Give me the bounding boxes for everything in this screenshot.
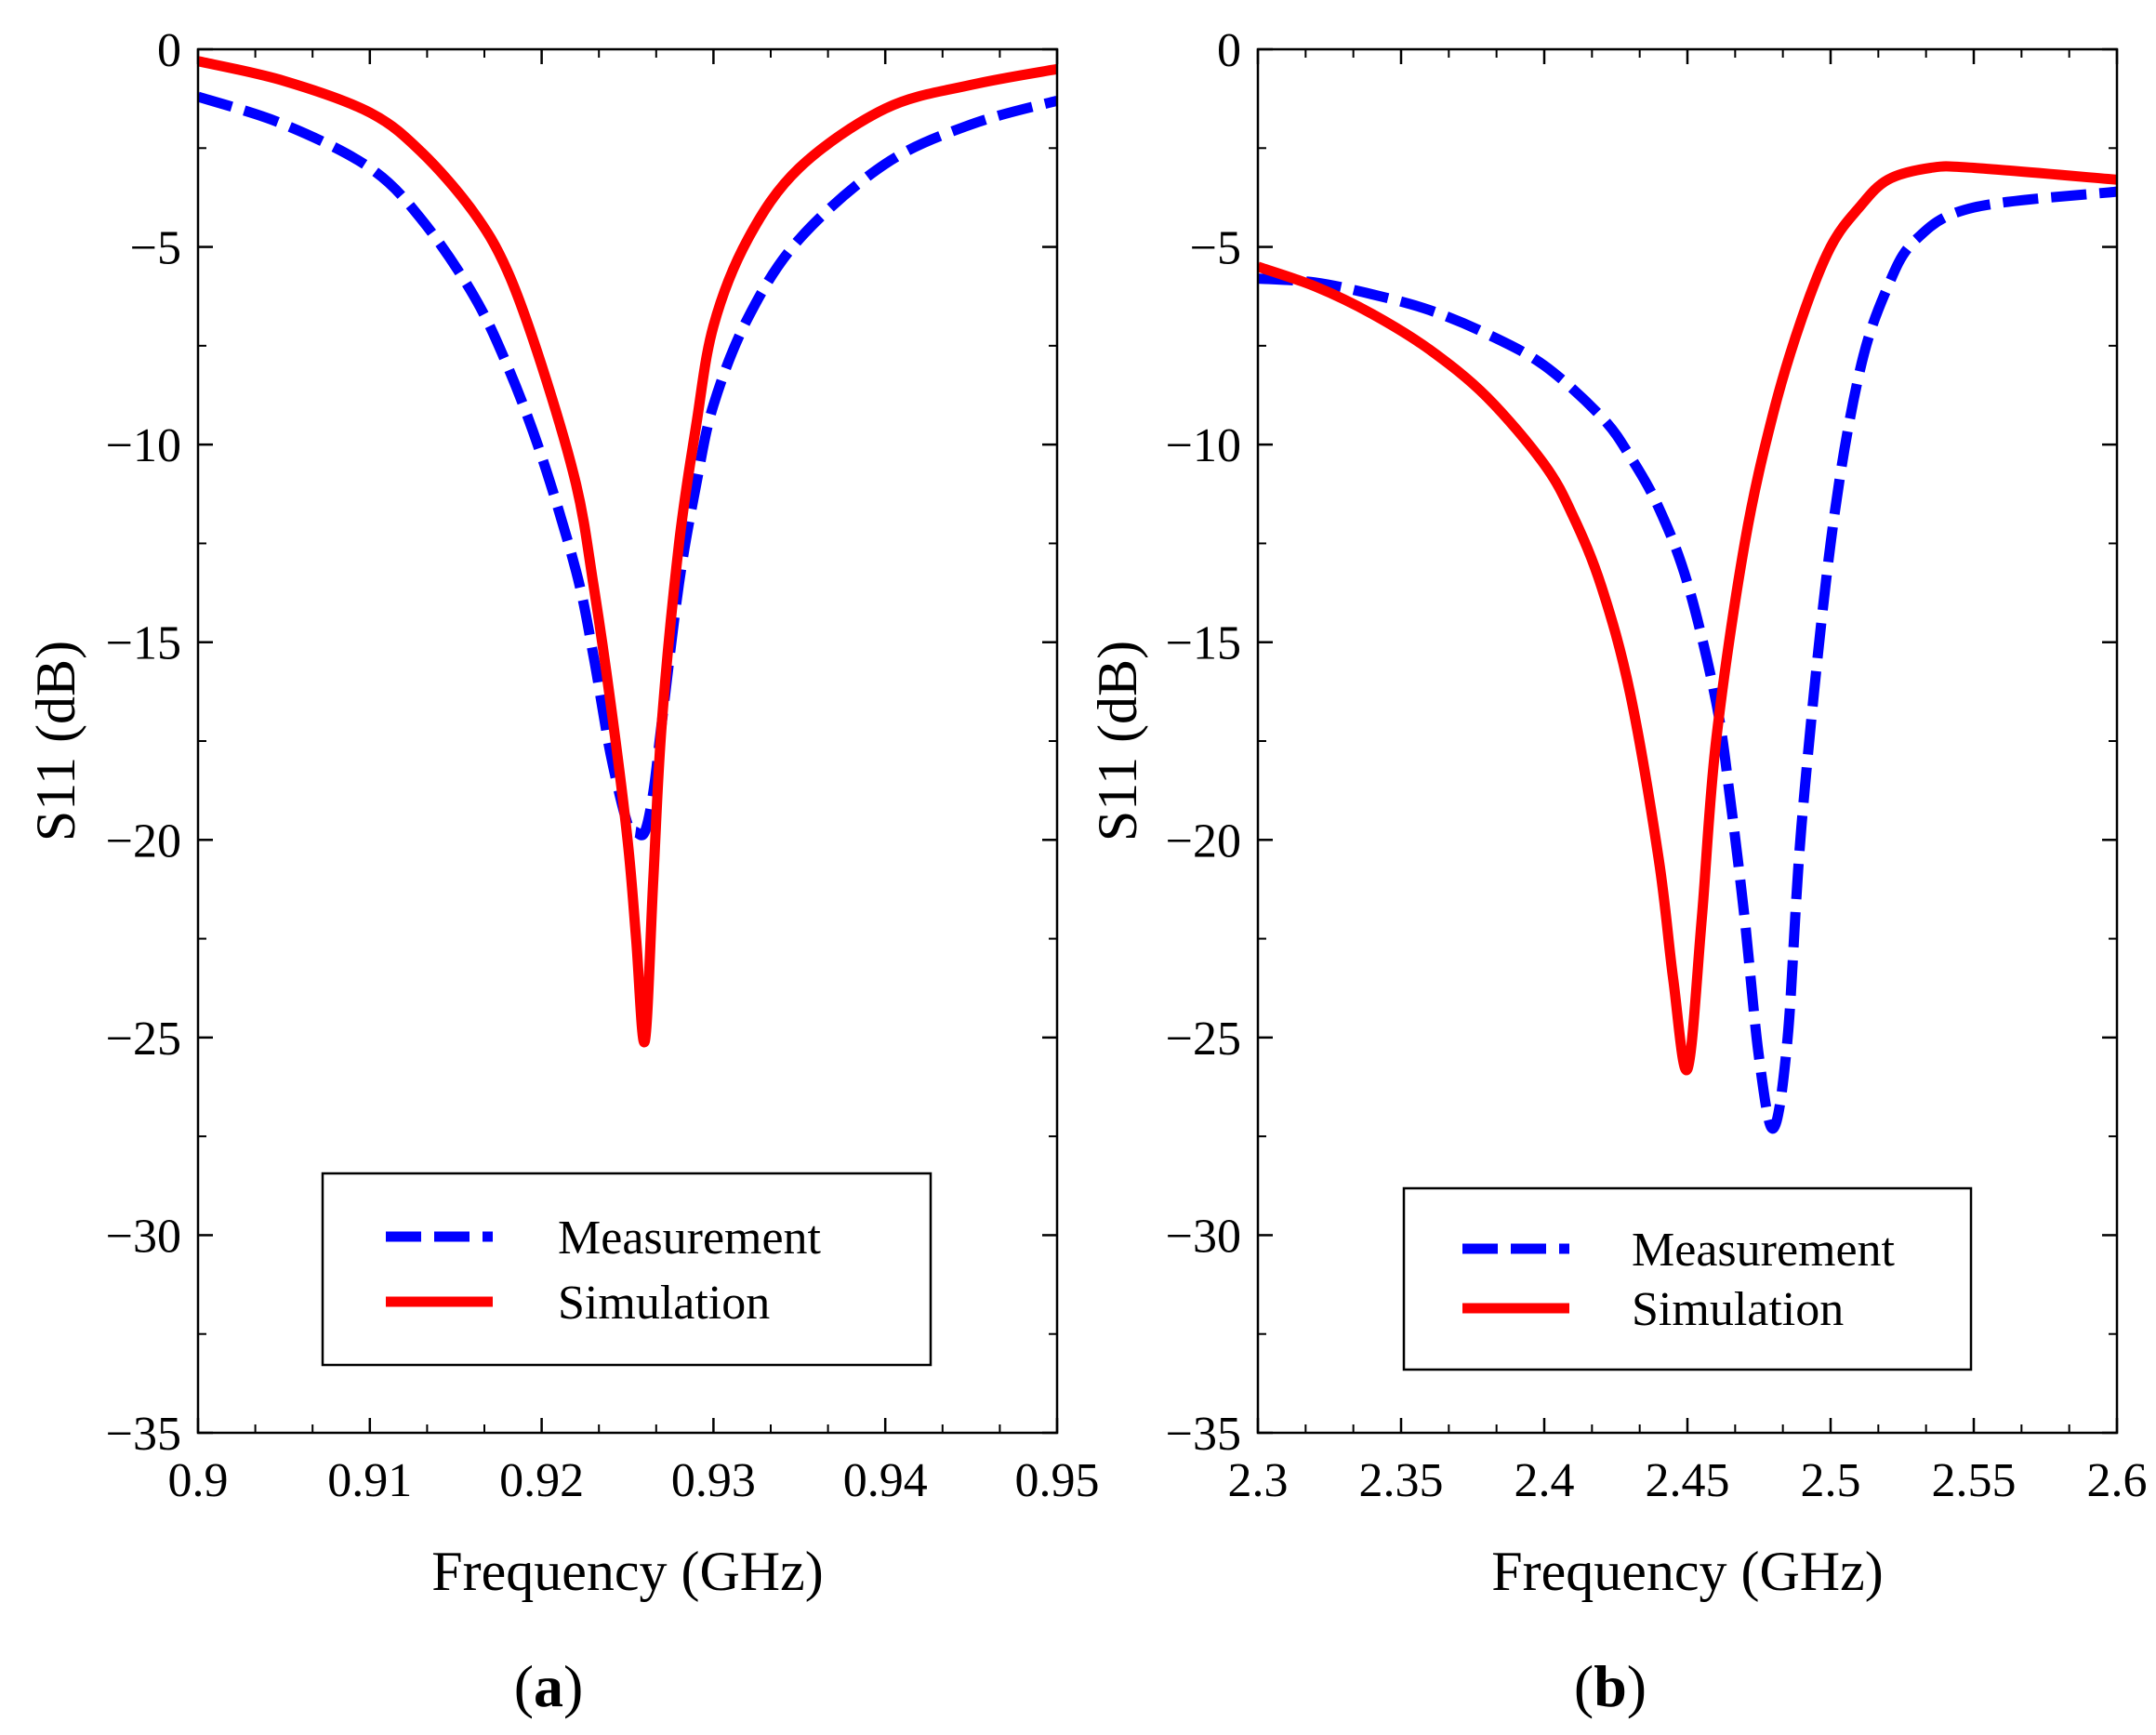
y-tick-label: −30 [1166, 1210, 1241, 1263]
x-tick-label: 0.93 [671, 1454, 756, 1507]
x-tick-label: 0.95 [1015, 1454, 1100, 1507]
x-tick-label: 0.9 [168, 1454, 229, 1507]
y-tick-label: 0 [1217, 24, 1241, 77]
x-tick-label: 2.6 [2087, 1454, 2148, 1507]
x-tick-label: 0.91 [327, 1454, 412, 1507]
legend-label-simulation-b: Simulation [1632, 1283, 1844, 1336]
legend-a: Measurement Simulation [321, 1172, 933, 1367]
tick-labels-a: 0.9 0.91 0.92 0.93 0.94 0.95 0 −5 −10 −15 −20 −25 −3… [106, 24, 1100, 1507]
plot-frame-a [196, 47, 1059, 1435]
panel-label-b: (b) [1574, 1653, 1647, 1719]
y-tick-label: −10 [1166, 419, 1241, 472]
x-tick-label: 2.45 [1646, 1454, 1730, 1507]
chart-panel-a: 0.9 0.91 0.92 0.93 0.94 0.95 0 −5 −10 −15 −20 −25 −3… [25, 24, 1100, 1719]
series-line-measurement-a [198, 91, 1057, 841]
y-tick-label: −35 [1166, 1408, 1241, 1461]
legend-label-measurement-b: Measurement [1632, 1224, 1896, 1277]
x-tick-label: 2.4 [1514, 1454, 1575, 1507]
y-tick-label: −5 [130, 222, 181, 275]
legend-b: Measurement Simulation [1402, 1186, 1973, 1371]
y-tick-label: −10 [106, 419, 181, 472]
x-axis-label-a: Frequency (GHz) [431, 1541, 824, 1602]
tick-labels-b: 2.3 2.35 2.4 2.45 2.5 2.55 2.6 0 −5 −10 −15 −20 −25 −… [1166, 24, 2148, 1507]
x-tick-label: 2.55 [1932, 1454, 2017, 1507]
legend-box-a [321, 1172, 933, 1367]
y-tick-label: −20 [1166, 815, 1241, 868]
legend-label-measurement-a: Measurement [558, 1212, 822, 1265]
y-tick-label: −5 [1190, 222, 1241, 275]
y-tick-label: 0 [157, 24, 181, 77]
series-layer-a [198, 56, 1057, 1048]
y-tick-label: −15 [106, 617, 181, 670]
series-layer-b [1258, 161, 2117, 1134]
y-tick-label: −20 [106, 815, 181, 868]
x-tick-label: 2.3 [1228, 1454, 1289, 1507]
y-tick-label: −25 [106, 1013, 181, 1066]
chart-panel-b: 2.3 2.35 2.4 2.45 2.5 2.55 2.6 0 −5 −10 −15 −20 −25 −… [1087, 24, 2148, 1719]
x-tick-label: 0.94 [843, 1454, 928, 1507]
legend-label-simulation-a: Simulation [558, 1277, 770, 1330]
series-line-simulation-b [1258, 161, 2117, 1076]
x-tick-label: 0.92 [499, 1454, 584, 1507]
y-tick-label: −15 [1166, 617, 1241, 670]
y-tick-label: −35 [106, 1408, 181, 1461]
y-tick-label: −30 [106, 1210, 181, 1263]
y-axis-label-b: S11 (dB) [1087, 641, 1148, 841]
y-tick-label: −25 [1166, 1013, 1241, 1066]
x-axis-label-b: Frequency (GHz) [1491, 1541, 1884, 1602]
series-line-measurement-b [1258, 186, 2117, 1134]
series-line-simulation-a [198, 56, 1057, 1048]
plot-frame-b [1256, 47, 2119, 1435]
legend-box-b [1402, 1186, 1973, 1371]
y-axis-label-a: S11 (dB) [25, 641, 86, 841]
x-tick-label: 2.5 [1801, 1454, 1861, 1507]
x-tick-label: 2.35 [1359, 1454, 1444, 1507]
panel-label-a: (a) [514, 1653, 584, 1719]
